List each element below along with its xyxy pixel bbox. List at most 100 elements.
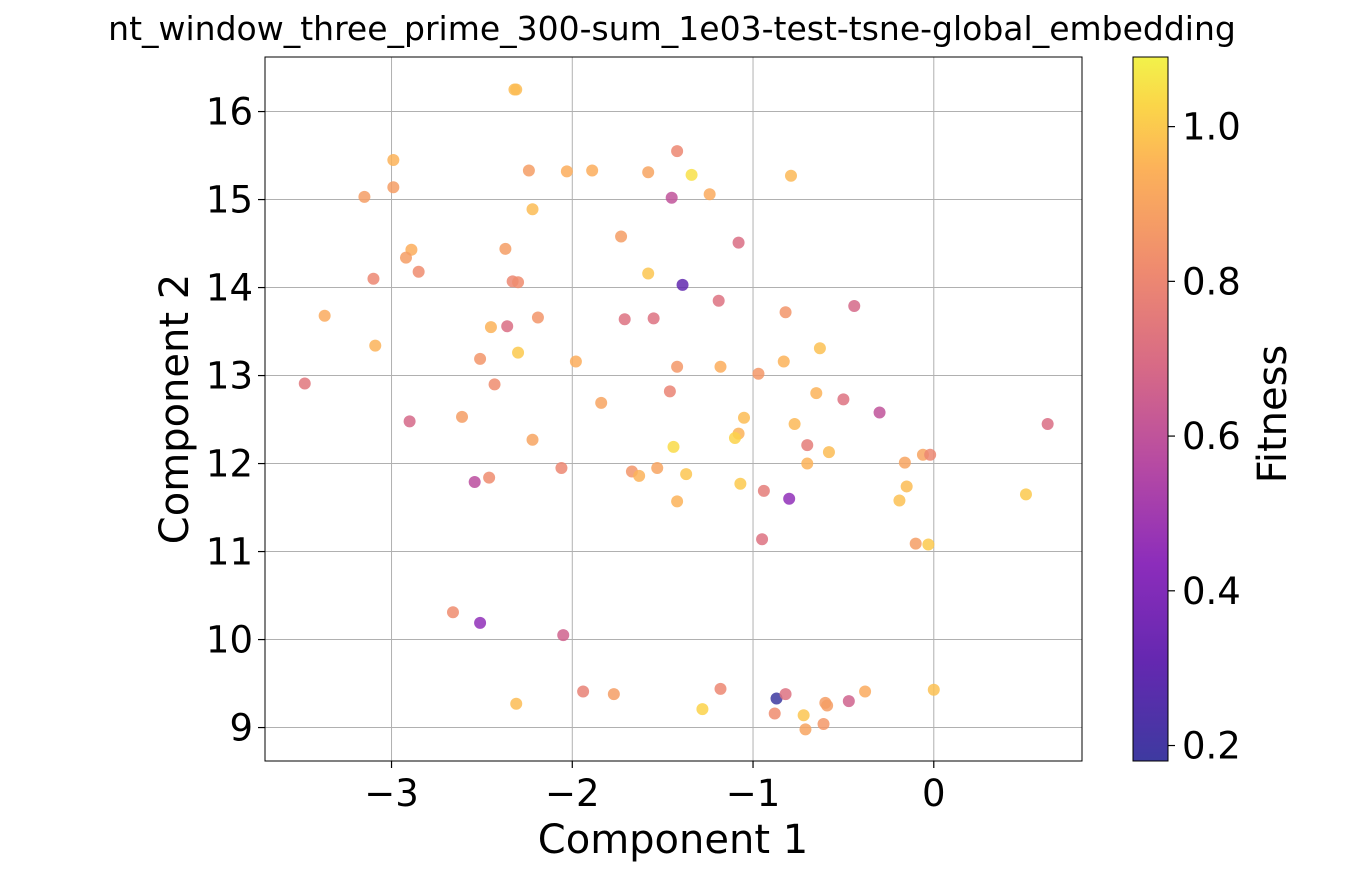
scatter-point [555, 461, 568, 474]
scatter-point [873, 406, 886, 419]
scatter-point [531, 311, 544, 324]
scatter-point [696, 703, 709, 716]
scatter-point [703, 188, 716, 201]
scatter-point [367, 272, 380, 285]
scatter-point [757, 484, 770, 497]
y-tick-label: 11 [206, 531, 253, 574]
scatter-point [784, 169, 797, 182]
scatter-point [399, 251, 412, 264]
scatter-point [737, 411, 750, 424]
y-tick-label: 12 [206, 443, 253, 486]
x-axis-ticks: −3 −2 −1 0 [364, 761, 946, 815]
scatter-point [728, 432, 741, 445]
scatter-point [483, 471, 496, 484]
colorbar [1132, 56, 1169, 762]
scatter-point [1019, 488, 1032, 501]
scatter-point [298, 377, 311, 390]
y-tick-label: 9 [229, 707, 253, 750]
scatter-point [801, 457, 814, 470]
scatter-point [770, 692, 783, 705]
scatter-point [922, 538, 935, 551]
x-tick-label: −3 [364, 772, 419, 815]
colorbar-tick-label: 0.4 [1182, 570, 1241, 613]
scatter-point [358, 190, 371, 203]
scatter-point [512, 276, 525, 289]
scatter-point [783, 492, 796, 505]
scatter-point [512, 346, 525, 359]
scatter-point [801, 439, 814, 452]
scatter-point [446, 606, 459, 619]
scatter-point [1041, 417, 1054, 430]
plot-frame [264, 56, 1083, 762]
scatter-point [488, 378, 501, 391]
y-tick-label: 14 [206, 267, 253, 310]
scatter-point [618, 313, 631, 326]
scatter-point [577, 685, 590, 698]
scatter-point [777, 355, 790, 368]
scatter-point [560, 165, 573, 178]
scatter-point [468, 476, 481, 489]
scatter-point [526, 433, 539, 446]
scatter-point [403, 415, 416, 428]
scatter-point [924, 448, 937, 461]
scatter-point [671, 360, 684, 373]
scatter-point [671, 495, 684, 508]
scatter-point [484, 321, 497, 334]
scatter-point [734, 477, 747, 490]
scatter-point [607, 688, 620, 701]
scatter-point [842, 695, 855, 708]
scatter-point [676, 278, 689, 291]
scatter-point [499, 242, 512, 255]
y-tick-label: 13 [206, 355, 253, 398]
scatter-point [642, 166, 655, 179]
scatter-point [799, 723, 812, 736]
scatter-point [714, 360, 727, 373]
scatter-point [813, 342, 826, 355]
scatter-point [822, 446, 835, 459]
scatter-point [522, 164, 535, 177]
scatter-point [615, 230, 628, 243]
scatter-point [927, 683, 940, 696]
colorbar-tick-label: 0.6 [1182, 415, 1241, 458]
scatter-point [712, 294, 725, 307]
scatter-point [756, 533, 769, 546]
scatter-point [810, 387, 823, 400]
scatter-point [510, 83, 523, 96]
scatter-point [557, 629, 570, 642]
colorbar-tick-label: 1.0 [1182, 106, 1241, 149]
y-axis-ticks: 9 10 11 12 13 14 15 16 [206, 91, 265, 750]
scatter-point [501, 320, 514, 333]
scatter-point [909, 537, 922, 550]
grid-lines [265, 57, 1082, 761]
scatter-point [456, 410, 469, 423]
scatter-point [474, 616, 487, 629]
scatter-point [893, 494, 906, 507]
scatter-point [510, 697, 523, 710]
scatter-point [768, 707, 781, 720]
scatter-point [898, 456, 911, 469]
scatter-point [779, 688, 792, 701]
y-tick-label: 15 [206, 179, 253, 222]
scatter-point [714, 682, 727, 695]
scatter-point [680, 468, 693, 481]
y-tick-label: 16 [206, 91, 253, 134]
scatter-point [387, 181, 400, 194]
scatter-point [859, 685, 872, 698]
scatter-point [900, 480, 913, 493]
scatter-point [387, 153, 400, 166]
x-tick-label: 0 [922, 772, 946, 815]
colorbar-ticks: 0.2 0.4 0.6 0.8 1.0 [1168, 106, 1241, 768]
scatter-point [788, 417, 801, 430]
colorbar-tick-label: 0.2 [1182, 725, 1241, 768]
scatter-point [642, 267, 655, 280]
scatter-point [369, 339, 382, 352]
scatter-point [797, 709, 810, 722]
scatter-point [821, 699, 834, 712]
chart-title: nt_window_three_prime_300-sum_1e03-test-… [108, 9, 1236, 48]
scatter-point [318, 309, 331, 322]
scatter-point [685, 168, 698, 181]
scatter-point [665, 191, 678, 204]
y-axis-label: Component 2 [152, 274, 198, 544]
